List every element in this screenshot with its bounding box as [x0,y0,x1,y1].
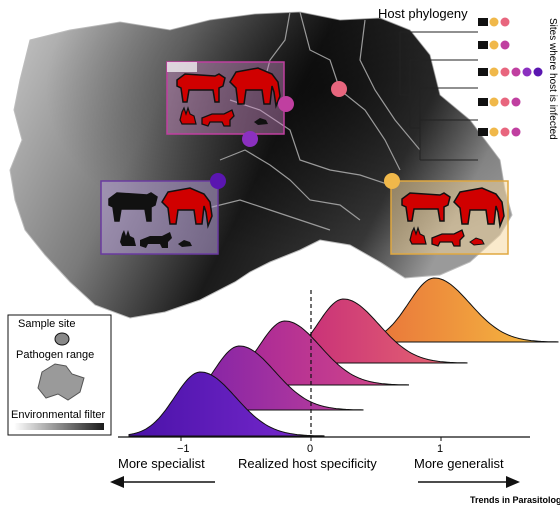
phylogeny-tree [399,31,478,161]
cow-icon [108,192,158,222]
mouse-icon [254,118,268,125]
sample-site-dot-2 [242,131,258,147]
axis-tick-label: −1 [177,443,190,455]
rabbit-icon [179,106,197,125]
phylogeny-site-dot [489,97,499,107]
sample-site-dot-5 [384,173,400,189]
axis-label: Realized host specificity [238,456,377,471]
specificity-axis: −1 0 1 Realized host specificity More spec… [110,290,530,488]
specialist-label: More specialist [118,456,205,471]
mouse-icon [178,240,192,247]
elephant-icon [453,187,505,229]
distribution-ridge [362,277,559,343]
host-phylogeny: Host phylogeny Sites where host is infec… [378,6,558,161]
mouse-icon [478,18,488,26]
axis-tick-label: 0 [307,443,313,455]
phylogeny-site-dot [489,127,499,137]
legend-range-shape [37,363,85,401]
phylogeny-site-dot [511,97,521,107]
phylogeny-site-dot [500,17,510,27]
phylogeny-site-dot [511,127,521,137]
river-lines [199,11,421,231]
elephant-icon [229,67,281,109]
elephant-icon [161,187,213,229]
legend-pathogen-range: Pathogen range [16,349,94,361]
raccoon-icon [201,109,235,127]
phylogeny-rows [478,17,543,137]
phylogeny-site-dot [533,67,543,77]
phylogeny-site-dot [500,40,510,50]
cow-icon [401,192,451,222]
sample-site-dot-1 [210,173,226,189]
axis-tick-label: 1 [437,443,443,455]
legend-sample-site: Sample site [18,318,75,330]
phylogeny-site-dot [489,40,499,50]
sample-site-dot-3 [278,96,294,112]
phylogeny-site-dot [489,67,499,77]
raccoon-icon [478,128,488,136]
sample-site-dot-4 [331,81,347,97]
journal-brand: Trends in Parasitology [470,495,560,505]
phylogeny-site-dot [511,67,521,77]
legend-environmental-filter: Environmental filter [11,409,105,421]
phylogeny-title: Host phylogeny [378,6,468,21]
phylogeny-site-dot [500,97,510,107]
legend-filter-gradient [14,423,104,430]
elephant-icon [478,68,488,76]
phylogeny-site-dot [500,67,510,77]
animal-silhouettes [108,67,505,248]
axis-ticks: −1 0 1 [177,437,443,455]
right-arrow [418,476,520,488]
legend: Sample site Pathogen range Environmental… [7,314,112,436]
phylogeny-site-dot [522,67,532,77]
generalist-label: More generalist [414,456,504,471]
mouse-icon [469,237,485,246]
raccoon-icon [431,229,465,247]
site-box-top-corner [167,62,197,72]
phylogeny-side-label: Sites where host is infected [547,18,558,140]
rabbit-icon [120,230,136,246]
legend-site-marker [54,332,70,346]
cow-icon [478,98,488,106]
left-arrow [110,476,215,488]
rabbit-icon [478,41,488,49]
phylogeny-site-dot [489,17,499,27]
pathogen-range-map [9,11,513,319]
sample-site-dots [210,81,400,189]
phylogeny-site-dot [500,127,510,137]
distribution-ridge [128,371,325,437]
rabbit-icon [409,226,427,245]
cow-icon [176,73,226,103]
raccoon-icon [140,232,172,248]
